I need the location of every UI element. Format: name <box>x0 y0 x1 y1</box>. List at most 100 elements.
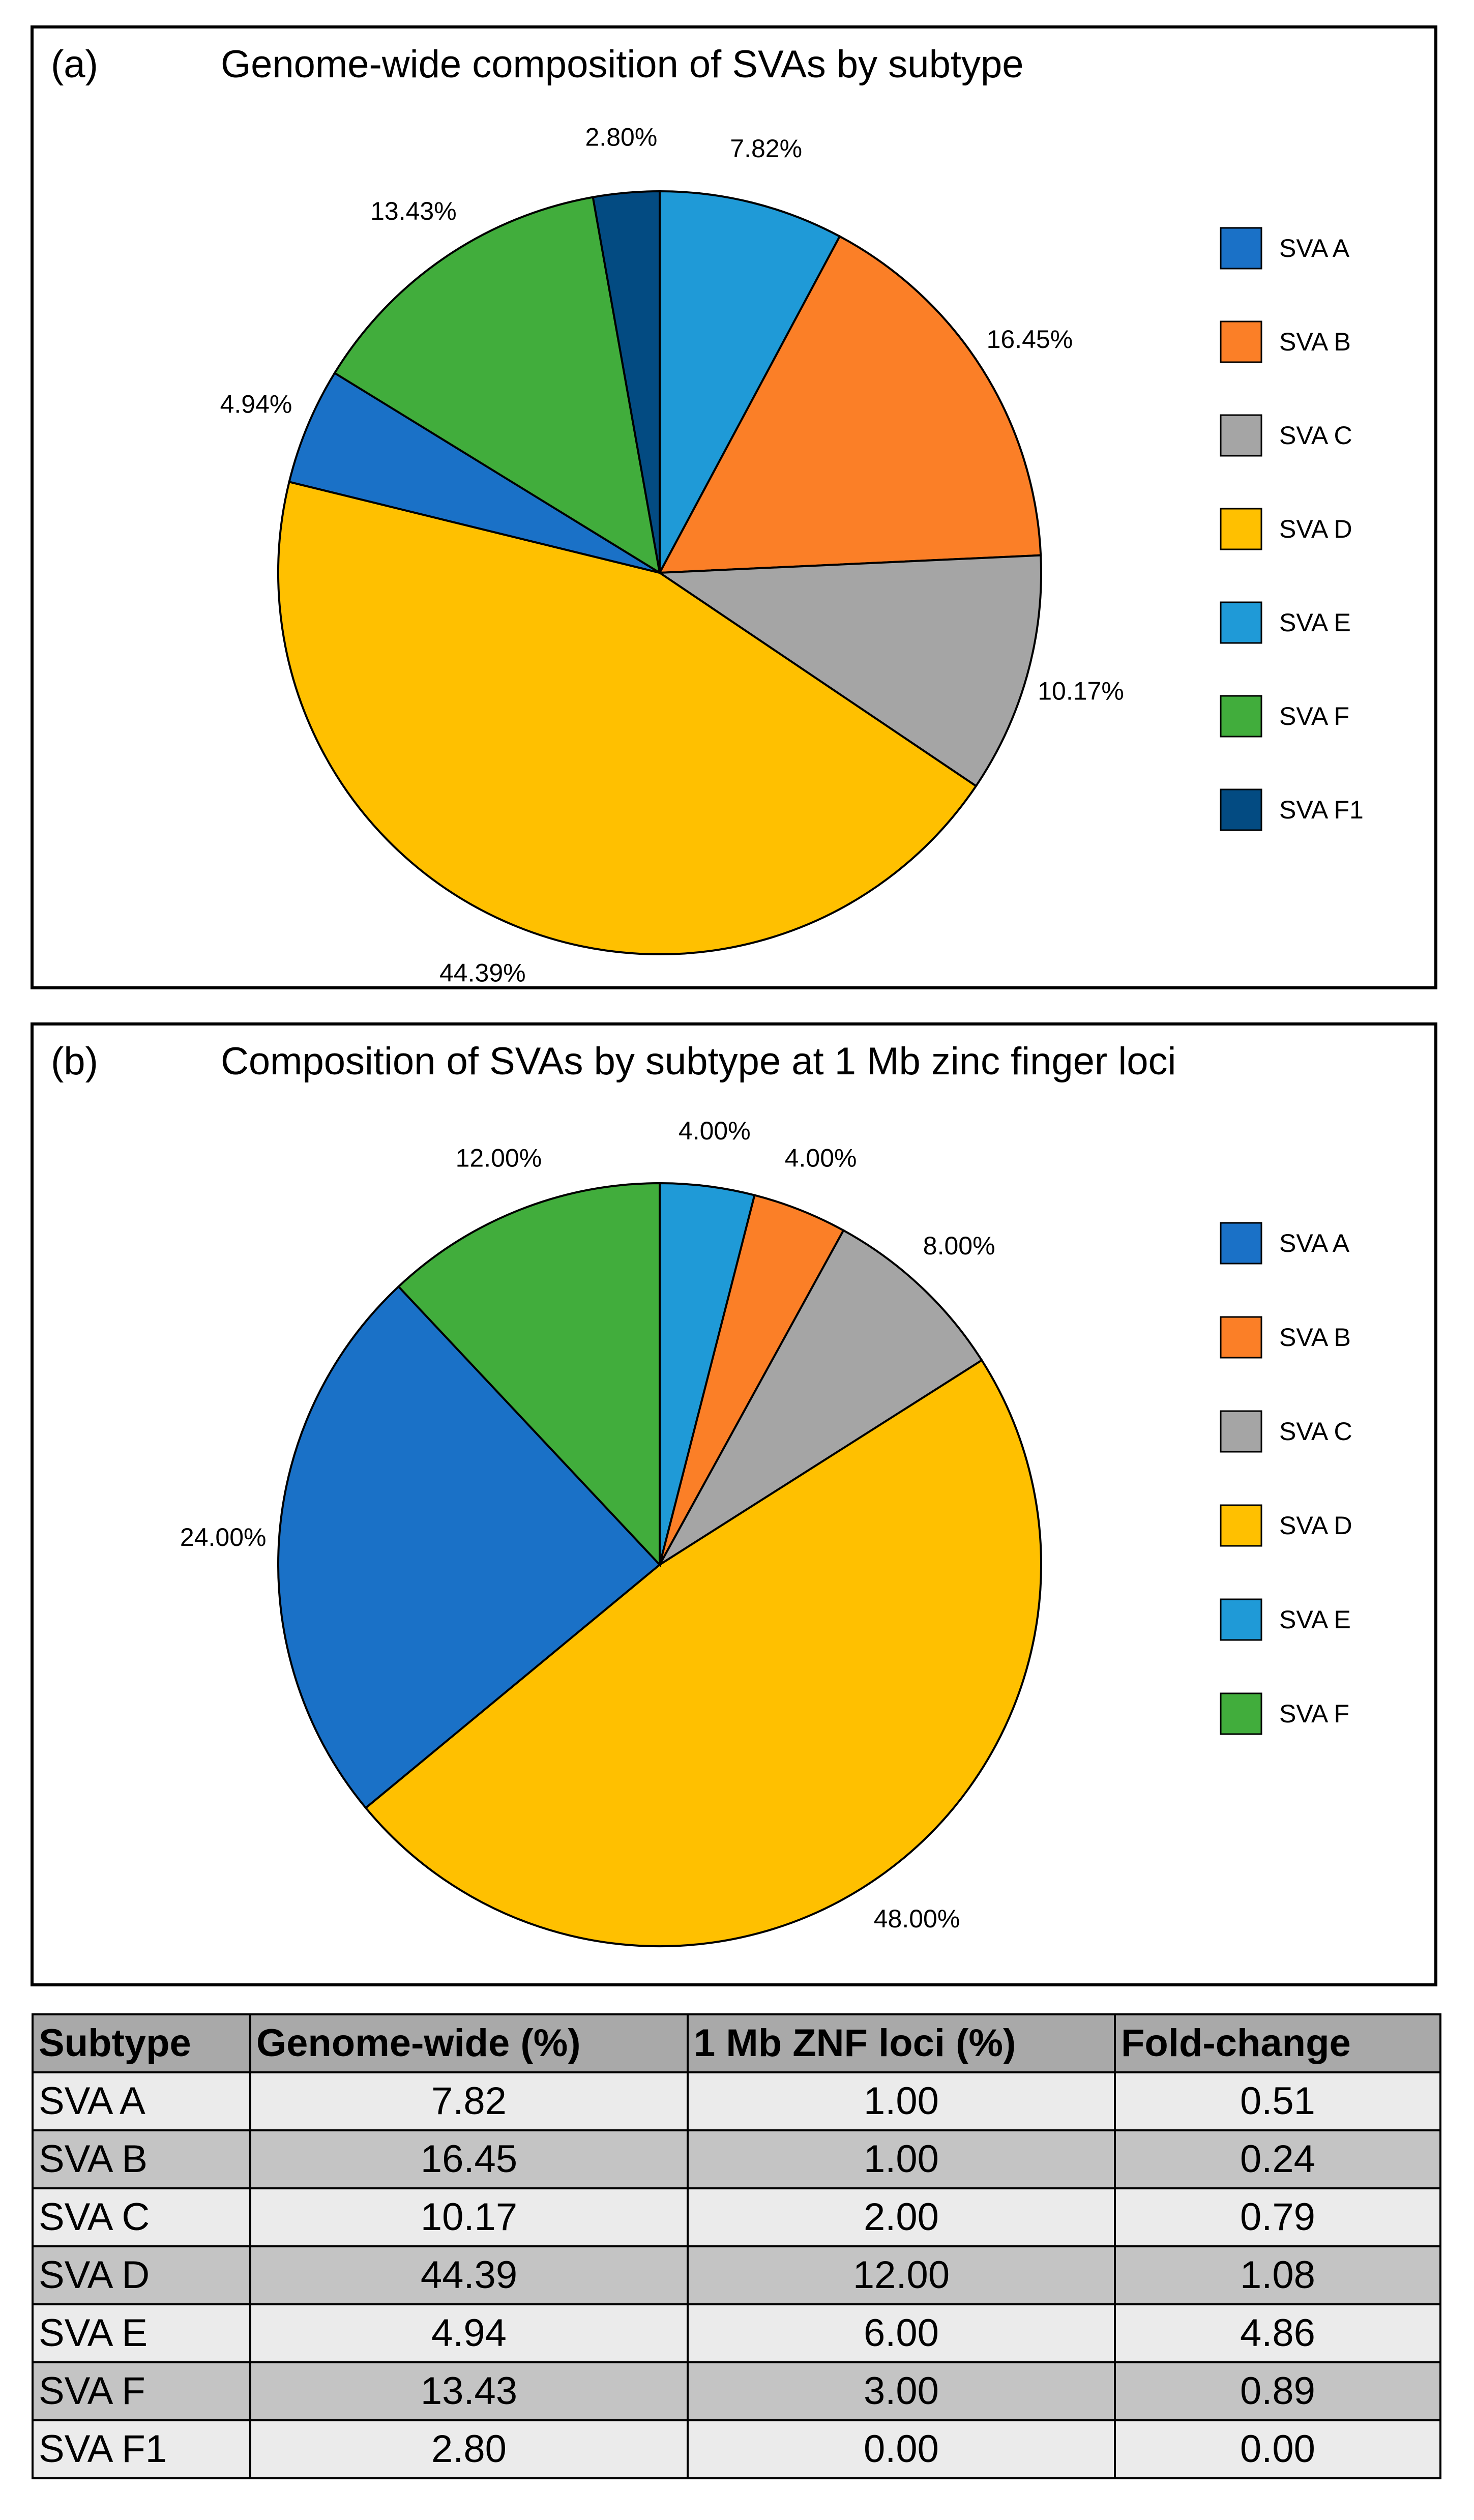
table-cell: 1.00 <box>687 2071 1116 2131</box>
legend-item-sva-d: SVA D <box>1220 1504 1352 1547</box>
table-cell: 12.00 <box>687 2245 1116 2305</box>
legend-label: SVA C <box>1279 421 1352 450</box>
legend-label: SVA C <box>1279 1417 1352 1446</box>
legend-label: SVA F <box>1279 702 1349 730</box>
panel-a: (a) Genome-wide composition of SVAs by s… <box>31 25 1437 989</box>
pie-chart-b: (b) Composition of SVAs by subtype at 1 … <box>51 1040 1352 1948</box>
table-cell: 7.82 <box>249 2071 689 2131</box>
legend-item-sva-f1: SVA F1 <box>1220 788 1364 831</box>
slice-label-sva-f1: 2.80% <box>585 123 658 151</box>
table-cell: 1.08 <box>1114 2245 1441 2305</box>
table-cell: 0.00 <box>687 2419 1116 2479</box>
legend-label: SVA F <box>1279 1699 1349 1728</box>
slice-label-sva-d: 44.39% <box>439 958 526 986</box>
slice-label-sva-a: 24.00% <box>180 1523 267 1551</box>
slice-labels-b: 4.00% 4.00% 8.00% 48.00% 24.00% 12.00% <box>180 1117 995 1933</box>
legend-label: SVA E <box>1279 1605 1351 1634</box>
column-header: Fold-change <box>1114 2013 1441 2073</box>
slice-label-sva-b: 16.45% <box>987 325 1073 354</box>
table-row: SVA F 13.43 3.00 0.89 <box>32 2361 1441 2421</box>
slice-label-sva-c: 8.00% <box>923 1232 995 1260</box>
table-cell: SVA B <box>32 2129 251 2189</box>
table-cell: 1.00 <box>687 2129 1116 2189</box>
legend-label: SVA D <box>1279 515 1352 543</box>
legend-swatch <box>1220 508 1262 550</box>
legend-swatch <box>1220 1222 1262 1265</box>
slice-sva-a <box>277 1285 661 1809</box>
table-row: SVA B 16.45 1.00 0.24 <box>32 2129 1441 2189</box>
legend-swatch <box>1220 695 1262 738</box>
table-cell: 0.00 <box>1114 2419 1441 2479</box>
legend-item-sva-a: SVA A <box>1220 1222 1350 1265</box>
chart-title-a: Genome-wide composition of SVAs by subty… <box>221 43 1023 86</box>
legend-item-sva-b: SVA B <box>1220 320 1351 363</box>
legend-swatch <box>1220 414 1262 457</box>
table-row: SVA F1 2.80 0.00 0.00 <box>32 2419 1441 2479</box>
slice-sva-b <box>658 235 1042 574</box>
table-cell: SVA A <box>32 2071 251 2131</box>
legend-label: SVA B <box>1279 328 1351 356</box>
legend-item-sva-f: SVA F <box>1220 695 1349 738</box>
slice-label-sva-a: 4.94% <box>220 390 292 418</box>
legend-item-sva-e: SVA E <box>1220 1598 1351 1641</box>
legend-swatch <box>1220 1692 1262 1735</box>
legend-item-sva-c: SVA C <box>1220 1410 1352 1453</box>
slice-label-sva-b: 4.00% <box>785 1144 857 1172</box>
legend-item-sva-e: SVA E <box>1220 601 1351 644</box>
chart-title-b: Composition of SVAs by subtype at 1 Mb z… <box>221 1040 1176 1083</box>
legend-label: SVA A <box>1279 234 1350 262</box>
slice-sva-f1 <box>592 190 661 573</box>
legend-swatch <box>1220 1410 1262 1453</box>
table-cell: 0.89 <box>1114 2361 1441 2421</box>
table-cell: 16.45 <box>249 2129 689 2189</box>
legend-item-sva-d: SVA D <box>1220 508 1352 550</box>
table-row: SVA D 44.39 12.00 1.08 <box>32 2245 1441 2305</box>
legend-swatch <box>1220 227 1262 270</box>
panel-b: (b) Composition of SVAs by subtype at 1 … <box>31 1022 1437 1986</box>
table-header-row: Subtype Genome-wide (%) 1 Mb ZNF loci (%… <box>32 2013 1441 2073</box>
column-header: 1 Mb ZNF loci (%) <box>687 2013 1116 2073</box>
table-cell: SVA F <box>32 2361 251 2421</box>
table-cell: 4.86 <box>1114 2303 1441 2363</box>
legend-label: SVA D <box>1279 1511 1352 1540</box>
slice-label-sva-e: 7.82% <box>730 134 802 163</box>
slice-label-sva-d: 48.00% <box>874 1904 960 1933</box>
table-cell: 10.17 <box>249 2187 689 2247</box>
table-body: SVA A 7.82 1.00 0.51 SVA B 16.45 1.00 0.24 SVA C… <box>32 2071 1441 2479</box>
slice-label-sva-f: 13.43% <box>370 197 457 225</box>
table-row: SVA A 7.82 1.00 0.51 <box>32 2071 1441 2131</box>
table-cell: 0.51 <box>1114 2071 1441 2131</box>
pie-chart-a: (a) Genome-wide composition of SVAs by s… <box>51 43 1364 986</box>
slice-label-sva-c: 10.17% <box>1038 677 1124 705</box>
column-header: Genome-wide (%) <box>249 2013 689 2073</box>
slice-sva-d <box>277 480 978 955</box>
legend-swatch <box>1220 601 1262 644</box>
column-header: Subtype <box>32 2013 251 2073</box>
legend-label: SVA E <box>1279 608 1351 637</box>
slice-sva-e <box>659 190 841 573</box>
pie-slices-b <box>277 1182 1043 1948</box>
legend-label: SVA B <box>1279 1323 1351 1352</box>
table-cell: SVA C <box>32 2187 251 2247</box>
slice-sva-f <box>333 196 661 575</box>
data-table: Subtype Genome-wide (%) 1 Mb ZNF loci (%… <box>32 2013 1441 2479</box>
legend-swatch <box>1220 1504 1262 1547</box>
legend-label: SVA A <box>1279 1229 1350 1257</box>
legend-label: SVA F1 <box>1279 796 1364 824</box>
slice-sva-b <box>659 1194 845 1565</box>
legend-item-sva-a: SVA A <box>1220 227 1350 270</box>
table-cell: 2.80 <box>249 2419 689 2479</box>
slice-label-sva-f: 12.00% <box>456 1144 542 1172</box>
slice-label-sva-e: 4.00% <box>679 1117 751 1145</box>
table-cell: 0.24 <box>1114 2129 1441 2189</box>
legend-swatch <box>1220 1316 1262 1359</box>
table-cell: SVA D <box>32 2245 251 2305</box>
panel-label-a: (a) <box>51 43 98 86</box>
slice-sva-f <box>397 1182 661 1568</box>
legend-a: SVA A SVA B SVA C SVA D SVA E SVA F SVA F1 <box>1220 227 1364 831</box>
pie-slices-a <box>277 190 1042 955</box>
table-cell: 44.39 <box>249 2245 689 2305</box>
table-row: SVA E 4.94 6.00 4.86 <box>32 2303 1441 2363</box>
table-cell: 2.00 <box>687 2187 1116 2247</box>
legend-swatch <box>1220 1598 1262 1641</box>
